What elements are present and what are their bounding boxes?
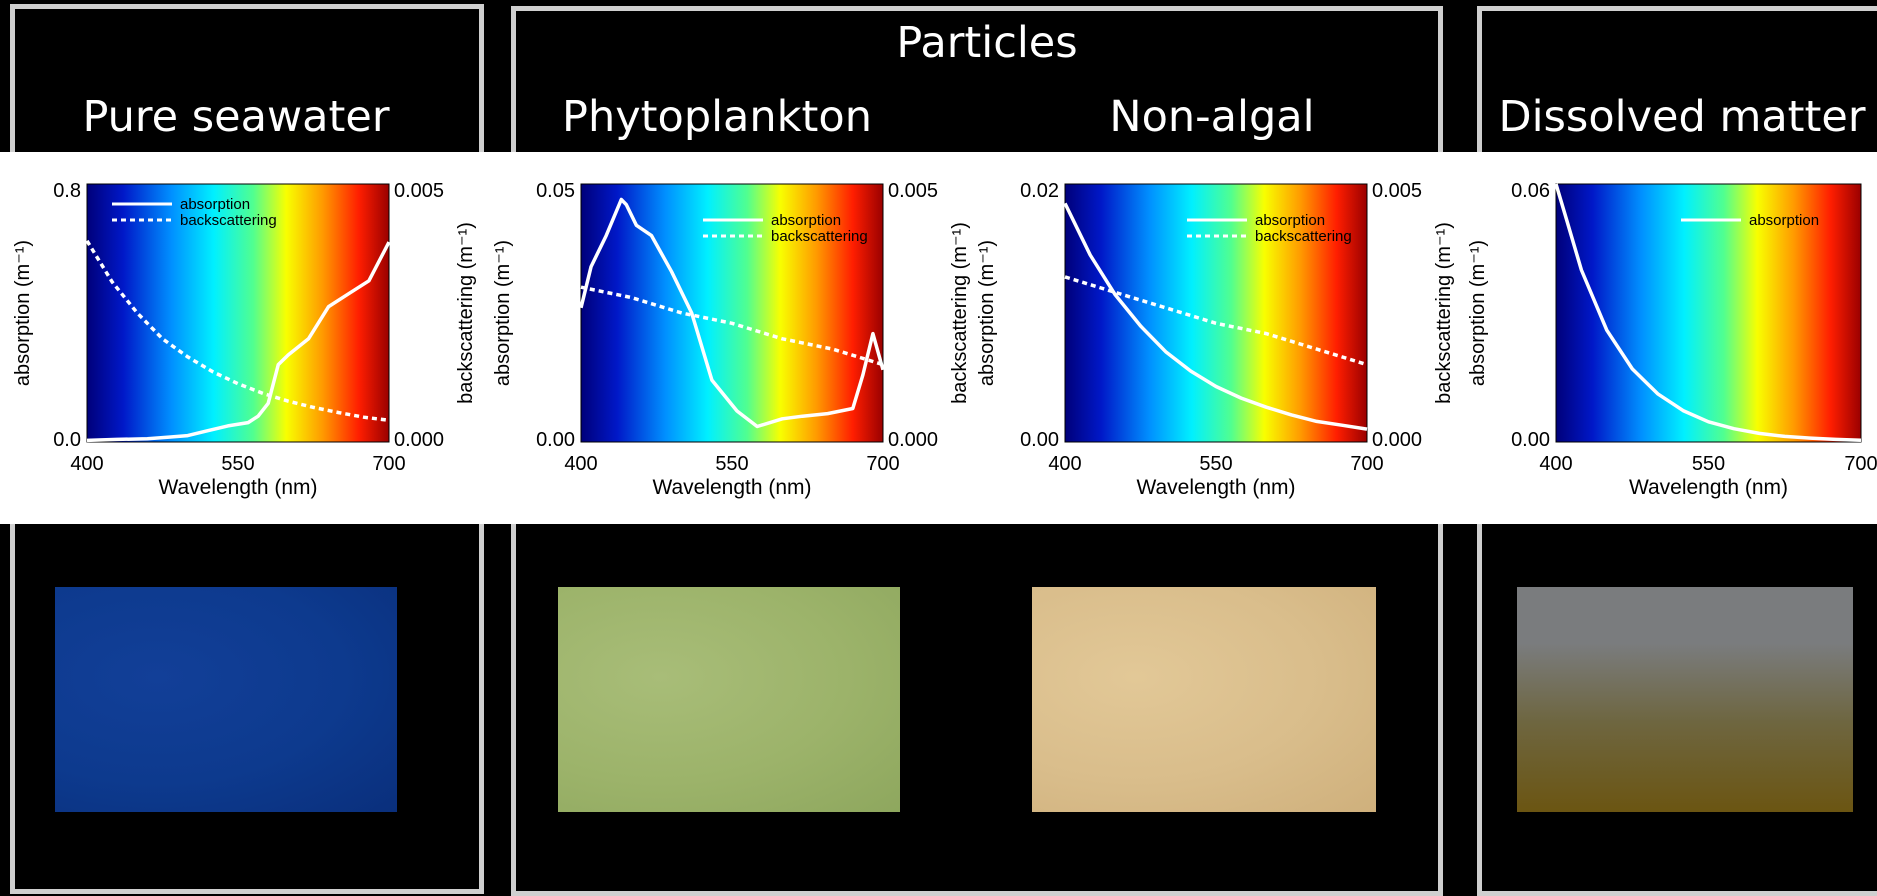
- x-tick-label: 550: [715, 453, 748, 475]
- dissolved-matter-heading: Dissolved matter: [1498, 92, 1866, 142]
- y-right-tick-label: 0.005: [888, 180, 938, 202]
- phytoplankton-chart: 400 550 700 Wavelength (nm) 0.00 0.05 absorpti…: [492, 180, 971, 499]
- non-algal-photo: [1032, 587, 1376, 812]
- y-right-axis-label: backscattering (m⁻¹): [1433, 222, 1455, 404]
- legend-absorption-label: absorption: [1749, 212, 1819, 229]
- series-absorption-line: [1554, 183, 1862, 443]
- plot-area: [1555, 183, 1862, 443]
- x-axis-label: Wavelength (nm): [1136, 476, 1295, 499]
- x-axis-label: Wavelength (nm): [1629, 476, 1788, 499]
- y-right-tick-label: 0.000: [888, 429, 938, 451]
- phytoplankton-heading: Phytoplankton: [562, 92, 872, 142]
- dissolved-matter-chart: 400 550 700 Wavelength (nm) 0.00 0.06 absorpti…: [1467, 180, 1877, 499]
- series-backscattering-line: [85, 239, 390, 423]
- series-absorption-line: [579, 197, 885, 429]
- y-left-axis-label: absorption (m⁻¹): [12, 240, 34, 386]
- y-left-tick-label: 0.02: [1020, 180, 1059, 202]
- x-tick-label: 550: [1199, 453, 1232, 475]
- x-tick-label: 700: [1844, 453, 1877, 475]
- y-right-tick-label: 0.000: [1372, 429, 1422, 451]
- particles-heading: Particles: [896, 18, 1078, 68]
- legend-absorption-label: absorption: [180, 196, 250, 213]
- y-right-tick-label: 0.000: [394, 429, 444, 451]
- x-tick-label: 400: [70, 453, 103, 475]
- x-axis-label: Wavelength (nm): [158, 476, 317, 499]
- phytoplankton-photo: [558, 587, 900, 812]
- legend-absorption-label: absorption: [1255, 212, 1325, 229]
- legend-backscattering-label: backscattering: [1255, 228, 1352, 245]
- plot-area: [580, 183, 884, 443]
- x-tick-label: 400: [564, 453, 597, 475]
- x-tick-label: 700: [866, 453, 899, 475]
- series-backscattering-line: [1064, 275, 1368, 367]
- y-right-axis-label: backscattering (m⁻¹): [949, 222, 971, 404]
- charts-svg: 400 550 700 Wavelength (nm) 0.0 0.8 absorption…: [12, 180, 1877, 499]
- y-left-tick-label: 0.06: [1511, 180, 1550, 202]
- x-tick-label: 550: [221, 453, 254, 475]
- series-backscattering-line: [580, 285, 884, 367]
- non-algal-heading: Non-algal: [1109, 92, 1315, 142]
- y-right-axis-label: backscattering (m⁻¹): [455, 222, 477, 404]
- x-tick-label: 700: [372, 453, 405, 475]
- x-tick-label: 400: [1539, 453, 1572, 475]
- y-left-axis-label: absorption (m⁻¹): [492, 240, 514, 386]
- plot-area: [1064, 183, 1368, 443]
- y-right-tick-label: 0.005: [1372, 180, 1422, 202]
- plot-area: [86, 183, 390, 443]
- x-axis-label: Wavelength (nm): [652, 476, 811, 499]
- y-left-tick-label: 0.0: [53, 429, 81, 451]
- x-tick-label: 400: [1048, 453, 1081, 475]
- pure-seawater-chart: 400 550 700 Wavelength (nm) 0.0 0.8 absorption…: [12, 180, 477, 499]
- legend-absorption-label: absorption: [771, 212, 841, 229]
- y-left-tick-label: 0.05: [536, 180, 575, 202]
- y-right-tick-label: 0.005: [394, 180, 444, 202]
- x-tick-label: 700: [1350, 453, 1383, 475]
- y-left-tick-label: 0.8: [53, 180, 81, 202]
- pure-seawater-heading: Pure seawater: [82, 92, 390, 142]
- series-absorption-line: [1063, 202, 1368, 431]
- legend-backscattering-label: backscattering: [771, 228, 868, 245]
- y-left-tick-label: 0.00: [536, 429, 575, 451]
- y-left-tick-label: 0.00: [1020, 429, 1059, 451]
- y-left-tick-label: 0.00: [1511, 429, 1550, 451]
- y-left-axis-label: absorption (m⁻¹): [976, 240, 998, 386]
- non-algal-chart: 400 550 700 Wavelength (nm) 0.00 0.02 absorpti…: [976, 180, 1455, 499]
- pure-seawater-photo: [55, 587, 397, 812]
- series-absorption-line: [86, 241, 391, 443]
- y-left-axis-label: absorption (m⁻¹): [1467, 240, 1489, 386]
- x-tick-label: 550: [1692, 453, 1725, 475]
- legend-backscattering-label: backscattering: [180, 212, 277, 229]
- dissolved-matter-photo: [1517, 587, 1853, 812]
